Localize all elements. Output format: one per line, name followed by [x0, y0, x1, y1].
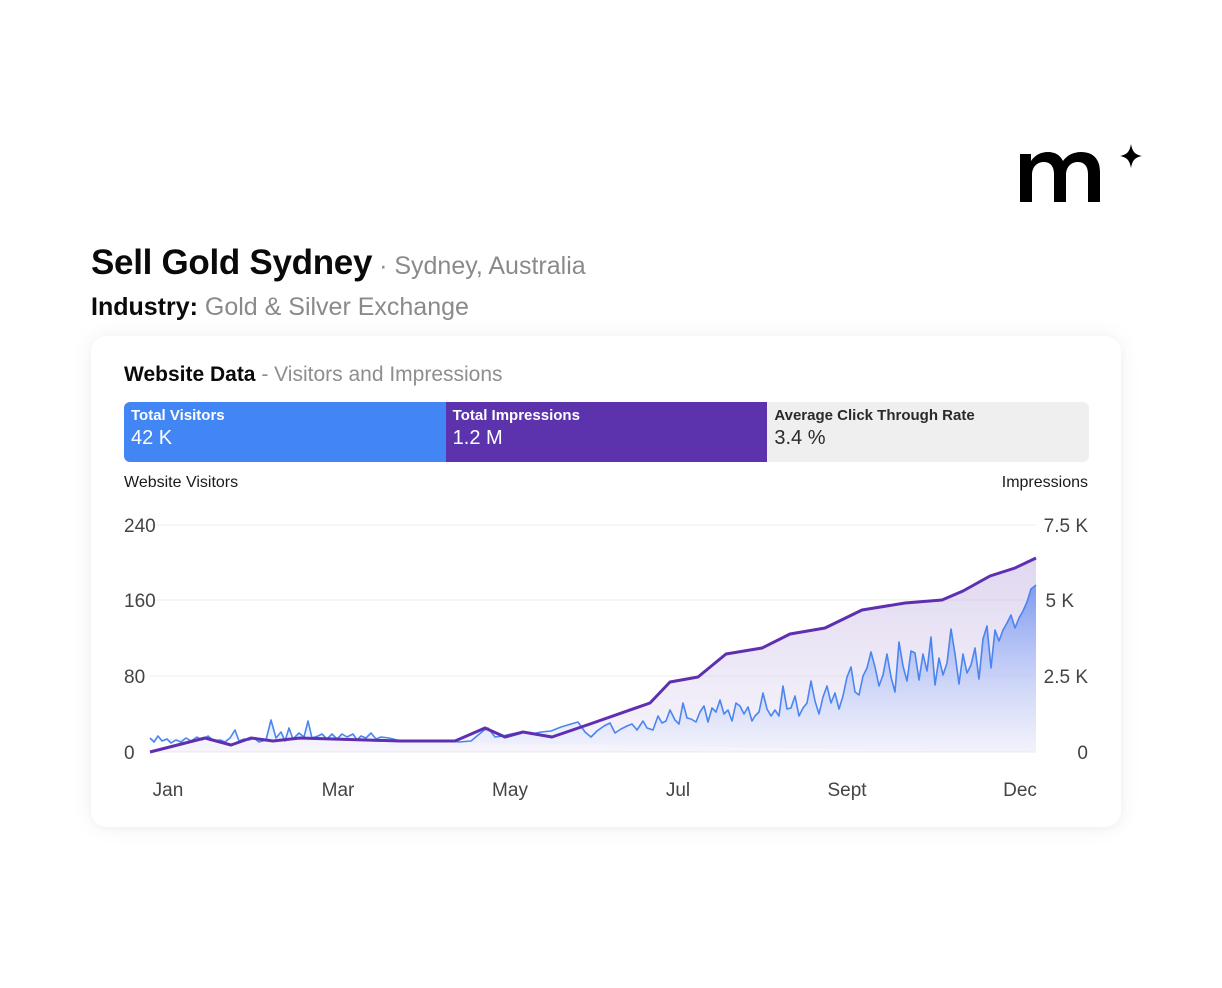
stat-value: 1.2 M: [452, 427, 503, 449]
x-tick-sept: Sept: [827, 780, 867, 801]
x-tick-jan: Jan: [153, 780, 184, 801]
industry-line: Industry: Gold & Silver Exchange: [91, 289, 586, 325]
card-title-sub: - Visitors and Impressions: [255, 363, 503, 386]
visitors-impressions-chart: 240 160 80 0 7.5 K 5 K 2.5 K 0 Jan Mar M…: [124, 516, 1089, 801]
stat-total-impressions: Total Impressions 1.2 M: [445, 402, 768, 462]
stat-label: Total Visitors: [131, 407, 225, 424]
business-header: Sell Gold Sydney · Sydney, Australia Ind…: [91, 240, 586, 325]
stat-label: Total Impressions: [452, 407, 580, 424]
left-tick-0: 0: [124, 743, 135, 764]
x-tick-dec: Dec: [1003, 780, 1037, 801]
stat-average-ctr: Average Click Through Rate 3.4 %: [767, 402, 1089, 462]
title-line: Sell Gold Sydney · Sydney, Australia: [91, 240, 586, 289]
right-tick-5k: 5 K: [1045, 591, 1074, 612]
x-axis-ticks: Jan Mar May Jul Sept Dec: [153, 780, 1037, 801]
stat-value: 3.4 %: [774, 427, 826, 449]
impressions-line: [149, 556, 1037, 754]
right-axis-ticks: 7.5 K 5 K 2.5 K 0: [1044, 516, 1089, 764]
left-axis-ticks: 240 160 80 0: [124, 516, 156, 764]
visitors-area: [150, 585, 1036, 752]
x-tick-may: May: [492, 780, 528, 801]
m-sparkle-logo-icon: [1020, 144, 1142, 202]
stat-total-visitors: Total Visitors 42 K: [124, 402, 446, 462]
left-axis-title: Website Visitors: [124, 474, 239, 491]
right-tick-2.5k: 2.5 K: [1044, 667, 1089, 688]
industry-value: Gold & Silver Exchange: [197, 293, 469, 321]
right-axis-title: Impressions: [1001, 474, 1088, 491]
card-title-main: Website Data: [124, 363, 256, 386]
stats-bar: Total Visitors 42 K Total Impressions 1.…: [124, 402, 1089, 462]
business-name: Sell Gold Sydney: [91, 243, 373, 282]
stat-value: 42 K: [131, 427, 173, 449]
left-tick-80: 80: [124, 667, 145, 688]
x-tick-jul: Jul: [666, 780, 690, 801]
right-tick-0: 0: [1077, 743, 1088, 764]
website-data-card: Website Data - Visitors and Impressions …: [91, 336, 1121, 827]
left-tick-160: 160: [124, 591, 156, 612]
x-tick-mar: Mar: [322, 780, 355, 801]
brand-logo: [1018, 140, 1146, 206]
left-tick-240: 240: [124, 516, 156, 537]
stat-label: Average Click Through Rate: [774, 407, 975, 424]
business-location: · Sydney, Australia: [372, 252, 586, 280]
industry-label: Industry:: [91, 293, 198, 321]
visitors-line: [149, 584, 1037, 744]
card-title: Website Data - Visitors and Impressions: [124, 363, 503, 387]
right-tick-7.5k: 7.5 K: [1044, 516, 1089, 537]
